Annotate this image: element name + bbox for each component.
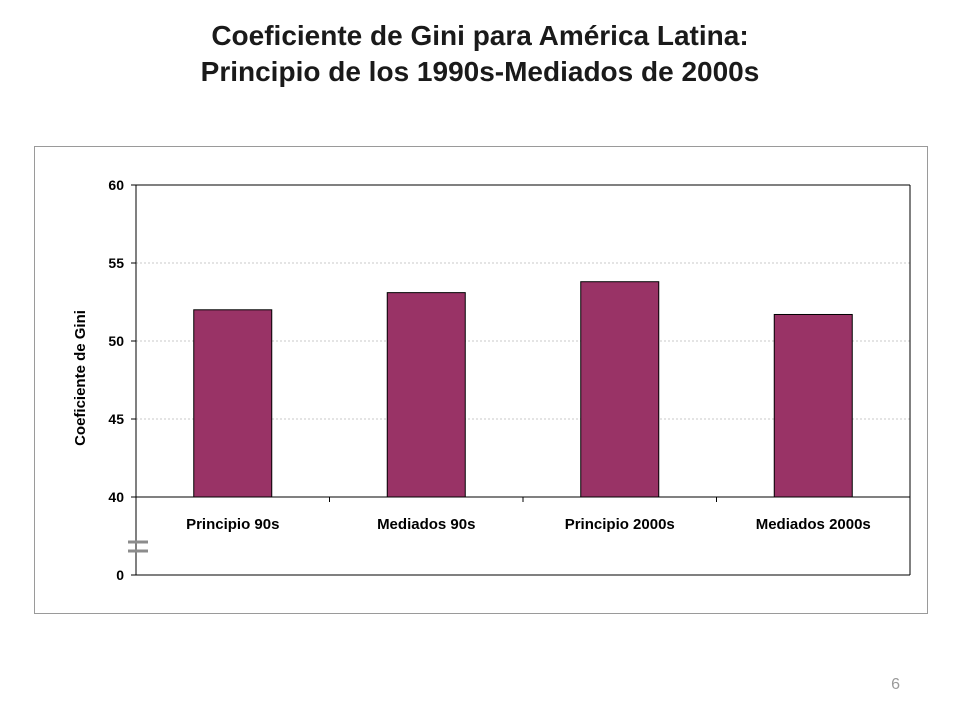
bar-2: [580, 281, 660, 498]
y-tick-label-base: 0: [116, 567, 124, 583]
bar-0: [193, 309, 273, 498]
slide-title-line-2: Principio de los 1990s-Mediados de 2000s: [200, 56, 760, 87]
y-tick-label-0: 40: [108, 489, 124, 505]
y-tick-label-2: 50: [108, 333, 124, 349]
y-tick-label-4: 60: [108, 177, 124, 193]
bar-3: [773, 313, 853, 498]
page-number: 6: [891, 676, 900, 693]
chart-frame: 40 45 50 55 60 0 Principio 90s Mediados 90s Prin…: [34, 146, 928, 614]
slide-title: Coeficiente de Gini para América Latina:…: [0, 18, 960, 90]
bar-1: [386, 292, 466, 498]
y-tick-label-1: 45: [108, 411, 124, 427]
slide-title-line-1: Coeficiente de Gini para América Latina:: [211, 20, 749, 51]
gini-bar-chart: 40 45 50 55 60 0 Principio 90s Mediados 90s Prin…: [72, 177, 911, 583]
y-axis-title: Coeficiente de Gini: [72, 310, 89, 446]
x-category-label-0: Principio 90s: [186, 516, 279, 533]
y-tick-label-3: 55: [108, 255, 124, 271]
x-category-label-2: Principio 2000s: [565, 516, 675, 533]
x-category-label-3: Mediados 2000s: [756, 516, 871, 533]
x-category-label-1: Mediados 90s: [377, 516, 475, 533]
